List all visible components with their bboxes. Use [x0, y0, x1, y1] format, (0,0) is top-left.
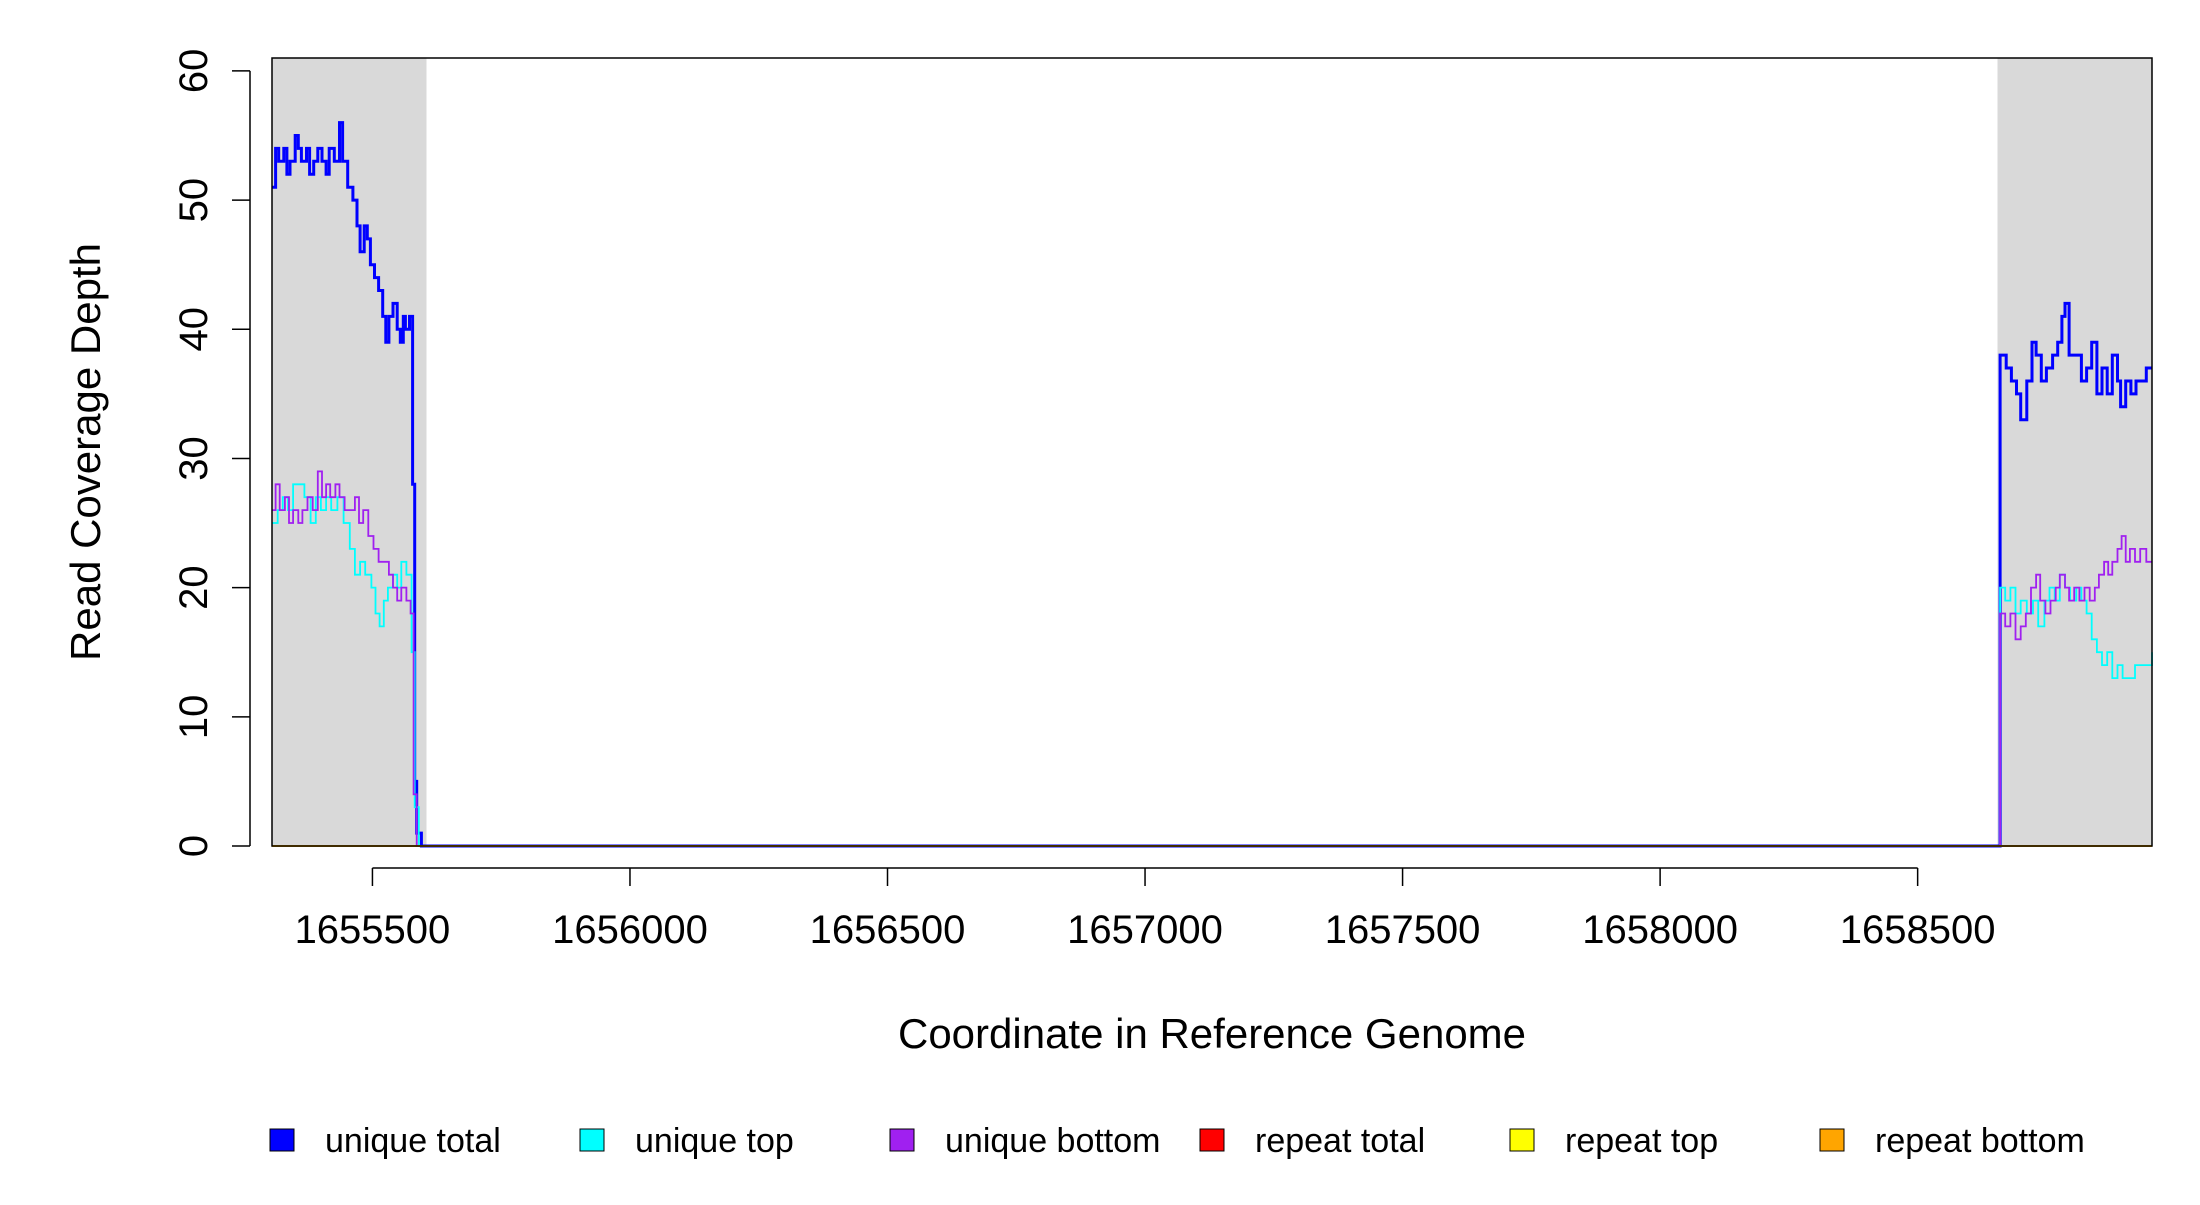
x-tick-label-1655500: 1655500 [295, 908, 451, 952]
series-line-unique-bottom [272, 470, 2152, 847]
legend-swatch-unique-total [269, 1128, 295, 1152]
shaded-regions [272, 58, 2152, 846]
legend-swatch-repeat-total [1199, 1128, 1225, 1152]
x-axis-label: Coordinate in Reference Genome [898, 1010, 1526, 1057]
x-tick-label-1657000: 1657000 [1067, 908, 1223, 952]
axes: 0 10 20 30 40 50 60 1655500 1656000 1656500 165700… [172, 49, 1996, 952]
x-tick-label-1656500: 1656500 [810, 908, 966, 952]
legend-label-repeat-top: repeat top [1565, 1122, 1718, 1160]
legend-label-unique-bottom: unique bottom [945, 1122, 1161, 1160]
legend-swatch-repeat-bottom [1819, 1128, 1845, 1152]
y-tick-label-20: 20 [172, 565, 216, 610]
x-tick-label-1658500: 1658500 [1840, 908, 1996, 952]
legend-swatch-unique-top [579, 1128, 605, 1152]
y-tick-label-50: 50 [172, 178, 216, 223]
series-line-unique-top [272, 483, 2153, 847]
y-tick-label-0: 0 [172, 835, 216, 857]
legend-label-repeat-bottom: repeat bottom [1875, 1122, 2085, 1160]
x-tick-label-1656000: 1656000 [552, 908, 708, 952]
legend-label-unique-total: unique total [325, 1122, 501, 1160]
x-tick-label-1657500: 1657500 [1325, 908, 1481, 952]
plot-frame [271, 57, 2153, 847]
legend-swatch-unique-bottom [889, 1128, 915, 1152]
legend-label-unique-top: unique top [635, 1122, 794, 1160]
legend-swatch-repeat-top [1509, 1128, 1535, 1152]
series-line-unique-total [272, 121, 2152, 848]
legend-label-repeat-total: repeat total [1255, 1122, 1425, 1160]
legend: unique total unique top unique bottom repea… [269, 1122, 2085, 1160]
y-tick-label-60: 60 [172, 49, 216, 94]
y-tick-label-10: 10 [172, 695, 216, 740]
shaded-region-1 [272, 58, 427, 846]
series-lines [272, 121, 2153, 848]
shaded-region-2 [1997, 58, 2152, 846]
x-tick-label-1658000: 1658000 [1582, 908, 1738, 952]
y-tick-label-40: 40 [172, 307, 216, 352]
y-axis-label: Read Coverage Depth [62, 243, 109, 661]
y-tick-label-30: 30 [172, 436, 216, 481]
